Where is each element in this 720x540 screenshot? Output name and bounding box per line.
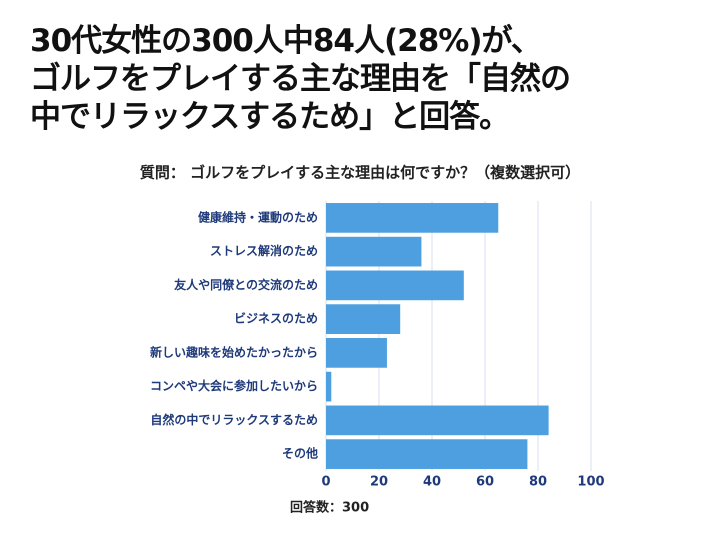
- bar: [326, 338, 387, 368]
- x-tick-label: 40: [423, 475, 441, 490]
- y-tick-label: 健康維持・運動のため: [198, 209, 318, 224]
- y-tick-label: ビジネスのため: [234, 311, 318, 326]
- x-tick-label: 60: [476, 475, 494, 490]
- x-tick-label: 20: [370, 475, 388, 490]
- bar: [326, 270, 464, 301]
- y-tick-label: 新しい趣味を始めたかったから: [150, 344, 318, 359]
- bar: [326, 439, 528, 469]
- note: 回答数：300: [290, 500, 369, 516]
- y-tick-label: ストレス解消のため: [210, 243, 318, 258]
- chart-title: 30代女性の300人中84人(28%)が、 ゴルフをプレイする主な理由を「自然の…: [30, 23, 571, 135]
- y-tick-label: その他: [282, 446, 318, 461]
- bar: [326, 304, 401, 334]
- bar: [326, 371, 332, 402]
- bar: [326, 203, 499, 233]
- bar: [326, 405, 549, 436]
- chart-subtitle: 質問： ゴルフをプレイする主な理由は何ですか？（複数選択可）: [140, 164, 580, 182]
- y-tick-label: 自然の中でリラックスするため: [150, 412, 318, 427]
- x-tick-label: 80: [529, 475, 547, 490]
- y-tick-label: コンペや大会に参加したいから: [150, 378, 318, 393]
- y-tick-label: 友人や同僚との交流のため: [173, 277, 318, 292]
- x-tick-label: 0: [321, 475, 330, 490]
- x-tick-label: 100: [577, 475, 604, 490]
- bar: [326, 236, 422, 267]
